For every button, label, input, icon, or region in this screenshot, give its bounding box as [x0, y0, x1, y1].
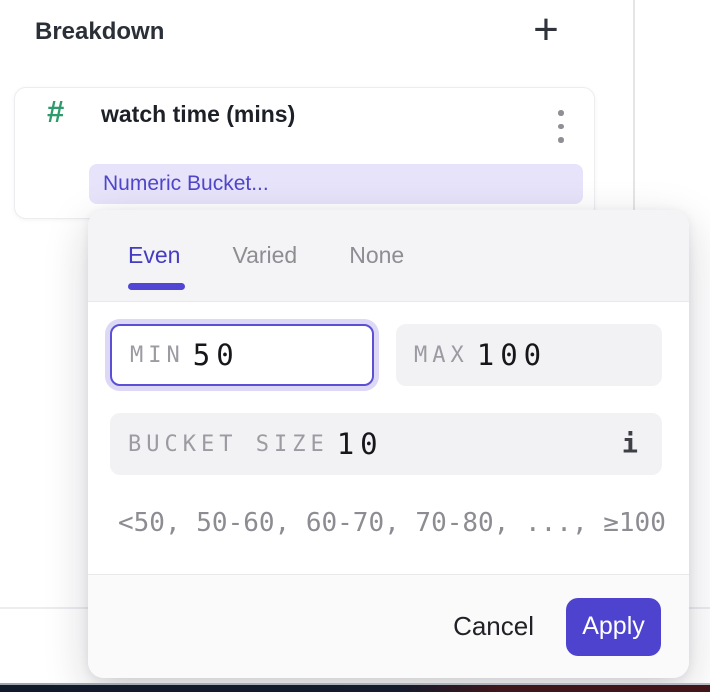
- apply-button[interactable]: Apply: [566, 597, 661, 656]
- active-tab-underline: [128, 283, 185, 290]
- plus-icon: +: [533, 5, 559, 54]
- breakdown-property-card: # watch time (mins) Numeric Bucket...: [14, 87, 595, 219]
- bucket-size-field[interactable]: BUCKET SIZE i: [110, 413, 662, 475]
- info-icon[interactable]: i: [621, 428, 638, 460]
- kebab-dot: [558, 123, 564, 129]
- popup-footer: Cancel Apply: [88, 574, 689, 678]
- max-input[interactable]: [476, 338, 627, 372]
- min-label: MIN: [130, 342, 185, 368]
- add-breakdown-button[interactable]: +: [524, 6, 568, 54]
- property-name: watch time (mins): [101, 101, 296, 127]
- panel-vertical-divider: [633, 0, 635, 212]
- tab-none[interactable]: None: [349, 242, 405, 268]
- numeric-property-icon: #: [47, 94, 65, 129]
- underlying-chart-edge: [0, 685, 710, 692]
- min-field[interactable]: MIN: [110, 324, 374, 386]
- numeric-bucket-popup: Even Varied None MIN MAX BUCKET SIZE i <…: [88, 210, 689, 678]
- max-label: MAX: [414, 342, 469, 368]
- bucket-preview-text: <50, 50-60, 60-70, 70-80, ..., ≥100: [118, 508, 666, 538]
- min-input[interactable]: [192, 338, 343, 372]
- kebab-dot: [558, 137, 564, 143]
- kebab-menu-icon[interactable]: [549, 110, 573, 144]
- kebab-dot: [558, 110, 564, 116]
- bottom-gradient-line: [0, 683, 710, 685]
- bucket-size-input[interactable]: [336, 427, 427, 461]
- tab-even[interactable]: Even: [128, 242, 181, 268]
- tabs-row: Even Varied None: [88, 210, 689, 269]
- page-title: Breakdown: [35, 18, 165, 45]
- tab-varied[interactable]: Varied: [232, 242, 298, 268]
- numeric-bucket-selector[interactable]: Numeric Bucket...: [89, 164, 583, 204]
- max-field[interactable]: MAX: [396, 324, 662, 386]
- cancel-button[interactable]: Cancel: [453, 611, 534, 641]
- popup-tab-bar: Even Varied None: [88, 210, 689, 302]
- bucket-size-label: BUCKET SIZE: [128, 431, 329, 457]
